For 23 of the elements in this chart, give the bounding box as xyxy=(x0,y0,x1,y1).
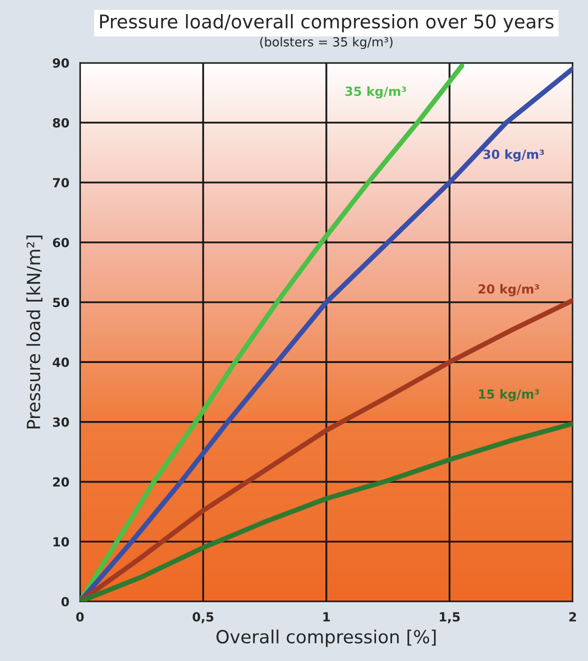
x-tick-label: 1,5 xyxy=(440,612,460,624)
y-tick-label: 60 xyxy=(52,238,69,248)
y-tick-label: 10 xyxy=(54,537,69,547)
series-label: 20 kg/m³ xyxy=(478,284,540,296)
y-tick-label: 90 xyxy=(52,58,69,68)
x-tick-label: 0,5 xyxy=(192,612,214,624)
x-tick-label: 0 xyxy=(76,612,84,622)
text: 15 kg/m³ xyxy=(479,389,540,402)
y-tick-label: 40 xyxy=(52,358,69,368)
y-tick-label: 30 xyxy=(52,417,69,427)
y-axis-title: Pressure load [kN/m²] xyxy=(26,236,42,428)
series-label: 30 kg/m³ xyxy=(483,149,544,162)
x-axis-title: Overall compression [%] xyxy=(216,630,436,648)
series-label: 35 kg/m³ xyxy=(345,86,406,99)
chart-subtitle: (bolsters = 35 kg/m³) xyxy=(260,36,392,50)
y-tick-label: 50 xyxy=(53,298,69,308)
chart-title: Pressure load/overall compression over 50 years xyxy=(100,14,554,32)
x-tick-label: 1 xyxy=(323,612,330,622)
y-tick-label: 70 xyxy=(52,178,69,188)
y-tick-label: 20 xyxy=(53,477,69,487)
y-tick-label: 80 xyxy=(52,118,69,128)
x-tick-label: 2 xyxy=(569,612,576,622)
y-tick-label: 0 xyxy=(61,596,69,606)
